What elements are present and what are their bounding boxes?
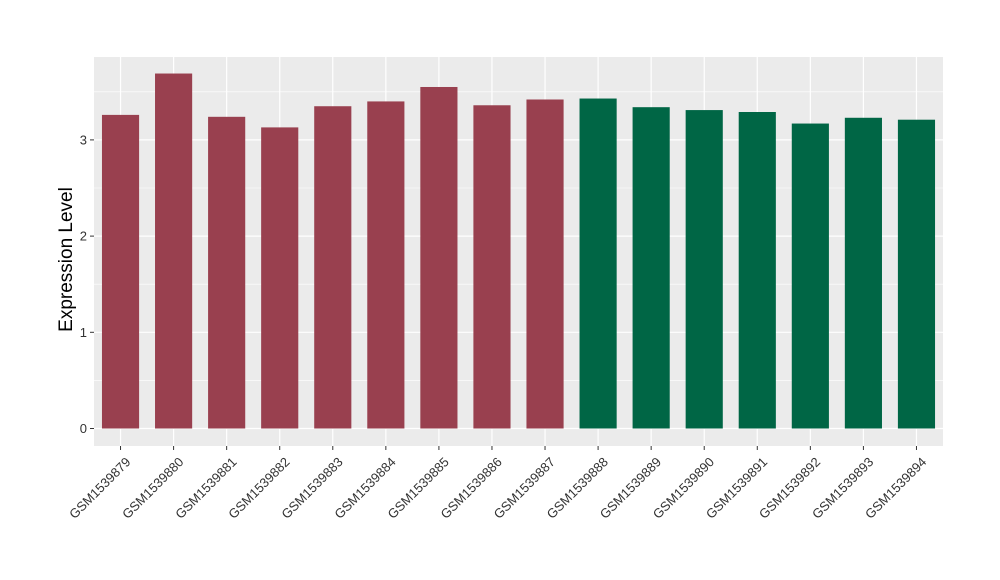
bar-GSM1539884 <box>367 101 405 429</box>
bar-GSM1539883 <box>314 106 352 429</box>
bar-GSM1539885 <box>420 86 458 429</box>
bars <box>101 73 936 429</box>
bar-GSM1539879 <box>101 114 140 429</box>
bar-GSM1539894 <box>897 119 936 429</box>
bar-GSM1539882 <box>261 127 299 429</box>
bar-GSM1539889 <box>632 107 670 429</box>
bar-GSM1539893 <box>844 117 882 429</box>
y-tick-label: 3 <box>80 132 87 147</box>
bar-GSM1539890 <box>685 110 723 429</box>
bar-GSM1539887 <box>526 99 564 429</box>
bar-GSM1539886 <box>473 105 511 429</box>
y-tick-label: 0 <box>80 421 87 436</box>
y-tick-label: 2 <box>80 229 87 244</box>
y-tick-label: 1 <box>80 325 87 340</box>
bar-GSM1539891 <box>738 112 776 429</box>
y-axis: 0 1 2 3 <box>80 132 94 436</box>
bar-GSM1539880 <box>155 73 193 429</box>
bar-GSM1539888 <box>579 98 617 429</box>
bar-GSM1539892 <box>791 123 829 429</box>
bar-GSM1539881 <box>208 116 246 429</box>
y-axis-label: Expression Level <box>56 187 77 332</box>
x-axis: GSM1539879GSM1539880GSM1539881GSM1539882… <box>66 446 929 522</box>
